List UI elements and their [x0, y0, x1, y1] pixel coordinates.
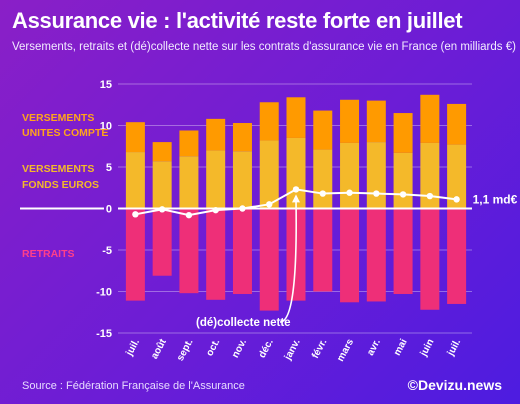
x-tick-label: nov. — [230, 337, 249, 360]
x-tick-label: janv. — [282, 337, 303, 363]
bar-retraits — [420, 208, 440, 310]
bar-retraits — [393, 208, 413, 294]
callout-arrowhead — [292, 194, 300, 203]
collecte-nette-point — [132, 211, 139, 218]
bar-unites-compte — [152, 142, 172, 162]
bar-fonds-euros — [366, 142, 386, 209]
collecte-nette-point — [292, 186, 300, 193]
chart-title: Assurance vie : l'activité reste forte e… — [12, 8, 463, 33]
collecte-nette-point — [185, 211, 193, 219]
bar-retraits — [313, 208, 333, 292]
collecte-nette-point — [158, 206, 166, 213]
collecte-nette-point — [426, 192, 434, 200]
bar-unites-compte — [313, 110, 333, 150]
bar-retraits — [340, 208, 360, 303]
y-tick-label: 0 — [106, 204, 112, 216]
collecte-nette-point — [399, 191, 407, 198]
bar-fonds-euros — [420, 142, 440, 209]
bar-unites-compte — [206, 118, 226, 151]
callout-arrow — [279, 200, 297, 323]
collecte-nette-point — [266, 201, 273, 208]
legend-fonds-euros-line2: FONDS EUROS — [22, 179, 99, 191]
source-note: Source : Fédération Française de l'Assur… — [22, 380, 245, 392]
collecte-nette-point — [319, 190, 326, 197]
collecte-nette-label: (dé)collecte nette — [196, 317, 291, 329]
collecte-nette-point — [373, 190, 380, 197]
y-tick-label: 15 — [100, 79, 112, 91]
y-tick-label: 5 — [106, 162, 112, 174]
bar-retraits — [447, 208, 467, 304]
y-tick-label: 10 — [100, 121, 112, 133]
x-tick-label: juil. — [124, 337, 142, 358]
bar-fonds-euros — [340, 142, 360, 209]
legend-fonds-euros-line1: VERSEMENTS — [22, 163, 94, 175]
bar-retraits — [152, 208, 172, 276]
bar-fonds-euros — [152, 161, 172, 209]
bar-fonds-euros — [447, 144, 467, 209]
legend-retraits: RETRAITS — [22, 248, 75, 260]
bar-unites-compte — [420, 94, 440, 143]
legend-unites-compte-line1: VERSEMENTS — [22, 112, 94, 124]
bar-fonds-euros — [259, 140, 279, 209]
bar-retraits — [259, 208, 279, 311]
x-tick-label: déc. — [257, 337, 276, 360]
bar-unites-compte — [179, 130, 199, 157]
y-tick-label: -5 — [102, 245, 112, 257]
x-tick-label: juin — [418, 337, 437, 359]
bar-fonds-euros — [125, 152, 145, 209]
legend-unites-compte-line2: UNITES COMPTE — [22, 127, 108, 139]
bar-unites-compte — [447, 103, 467, 145]
collecte-nette-point — [346, 189, 353, 196]
bar-fonds-euros — [179, 156, 199, 209]
bar-unites-compte — [125, 122, 145, 153]
x-tick-label: avr. — [365, 337, 383, 358]
x-tick-label: mars — [335, 337, 356, 364]
x-tick-label: sept. — [175, 337, 196, 363]
bar-unites-compte — [259, 102, 279, 141]
bar-unites-compte — [232, 123, 252, 152]
bar-retraits — [206, 208, 226, 300]
collecte-nette-point — [212, 206, 219, 214]
x-tick-label: mai — [392, 337, 410, 358]
bar-fonds-euros — [206, 150, 226, 209]
bar-unites-compte — [393, 113, 413, 153]
bar-fonds-euros — [393, 152, 413, 209]
collecte-nette-point — [239, 205, 246, 212]
x-tick-label: août — [149, 337, 169, 361]
y-tick-label: -15 — [96, 328, 112, 340]
y-tick-label: -10 — [96, 287, 112, 299]
bar-retraits — [179, 208, 199, 294]
collecte-nette-point — [453, 196, 460, 203]
brand-logo-text: ©Devizu.news — [407, 377, 502, 393]
bar-fonds-euros — [313, 149, 333, 209]
bar-retraits — [232, 208, 252, 294]
bar-unites-compte — [286, 97, 306, 138]
x-tick-label: févr. — [310, 337, 329, 361]
bar-unites-compte — [340, 99, 360, 143]
bar-fonds-euros — [232, 151, 252, 209]
bar-retraits — [366, 208, 386, 302]
last-value-label: 1,1 md€ — [473, 192, 518, 206]
bar-unites-compte — [366, 100, 386, 143]
x-tick-label: juil. — [445, 337, 463, 358]
x-tick-label: oct. — [204, 337, 222, 358]
bar-retraits — [125, 208, 145, 301]
chart-subtitle: Versements, retraits et (dé)collecte net… — [12, 41, 516, 53]
